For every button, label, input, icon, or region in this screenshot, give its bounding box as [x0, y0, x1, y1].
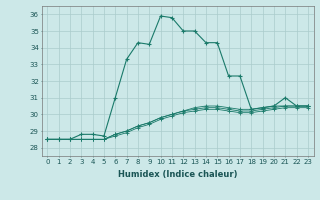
- X-axis label: Humidex (Indice chaleur): Humidex (Indice chaleur): [118, 170, 237, 179]
